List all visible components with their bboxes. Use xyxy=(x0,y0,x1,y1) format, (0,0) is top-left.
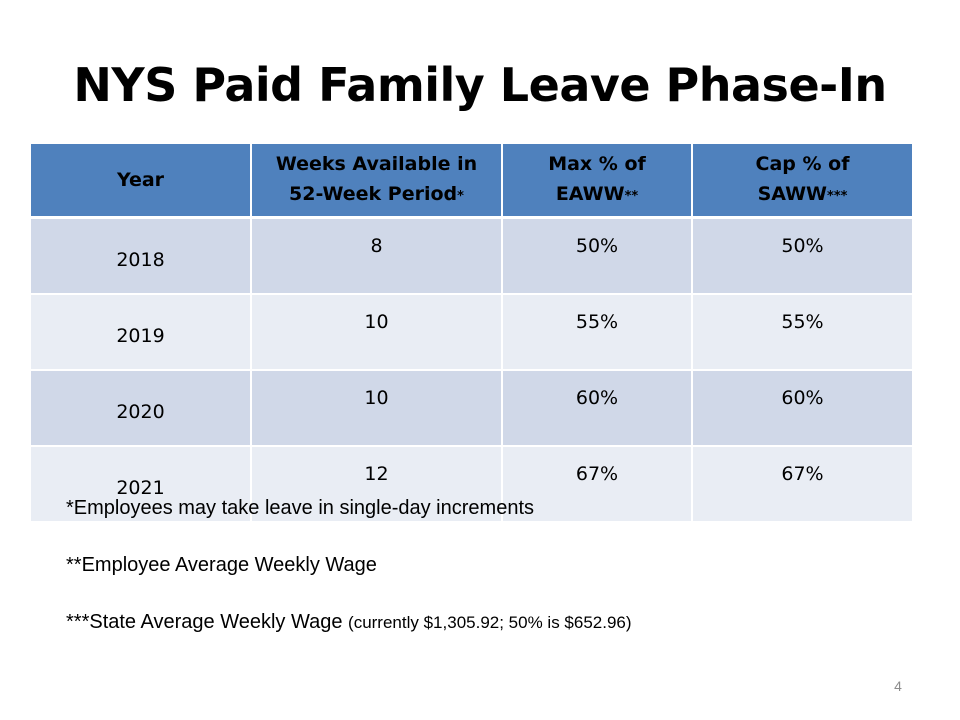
header-max-footnote-mark: ** xyxy=(624,188,639,204)
header-cap-footnote-mark: *** xyxy=(827,188,848,204)
header-cap-pct: Cap % of SAWW*** xyxy=(692,144,912,219)
table-row: 2018 8 50% 50% xyxy=(31,217,912,295)
phase-in-table: Year Weeks Available in 52-Week Period* M… xyxy=(31,144,912,523)
header-year: Year xyxy=(31,144,252,219)
footnote-triple-star: ***State Average Weekly Wage (currently … xyxy=(66,608,926,665)
cell-weeks: 10 xyxy=(251,294,503,371)
cell-max-pct: 67% xyxy=(502,446,693,523)
cell-max-pct: 55% xyxy=(502,294,693,371)
header-cap-line1: Cap % of xyxy=(755,152,850,175)
cell-max-pct: 50% xyxy=(502,217,693,295)
cell-weeks: 8 xyxy=(251,217,503,295)
footnotes: *Employees may take leave in single-day … xyxy=(66,494,926,665)
cell-cap-pct: 67% xyxy=(692,446,912,523)
footnote-double-star: **Employee Average Weekly Wage xyxy=(66,551,926,608)
slide-title: NYS Paid Family Leave Phase-In xyxy=(73,58,887,112)
footnote-text: *Employees may take leave in single-day … xyxy=(66,497,534,519)
cell-year: 2019 xyxy=(31,294,252,371)
header-max-line1: Max % of xyxy=(548,152,646,175)
header-max-pct: Max % of EAWW** xyxy=(502,144,693,219)
footnote-text: ***State Average Weekly Wage xyxy=(66,611,343,633)
header-cap-line2: SAWW xyxy=(757,182,828,205)
footnote-single-star: *Employees may take leave in single-day … xyxy=(66,494,926,551)
header-weeks-line2: 52-Week Period xyxy=(289,182,458,205)
cell-weeks: 10 xyxy=(251,370,503,447)
cell-year: 2020 xyxy=(31,370,252,447)
header-weeks-line1: Weeks Available in xyxy=(275,152,478,175)
cell-cap-pct: 55% xyxy=(692,294,912,371)
table-row: 2021 12 67% 67% xyxy=(31,446,912,523)
table-row: 2019 10 55% 55% xyxy=(31,294,912,371)
table-header-row: Year Weeks Available in 52-Week Period* M… xyxy=(31,144,912,219)
header-weeks-footnote-mark: * xyxy=(457,188,464,204)
cell-weeks: 12 xyxy=(251,446,503,523)
footnote-detail: (currently $1,305.92; 50% is $652.96) xyxy=(348,613,632,632)
cell-cap-pct: 60% xyxy=(692,370,912,447)
cell-max-pct: 60% xyxy=(502,370,693,447)
footnote-text: **Employee Average Weekly Wage xyxy=(66,554,377,576)
cell-year: 2021 xyxy=(31,446,252,523)
header-year-label: Year xyxy=(116,169,165,191)
table-row: 2020 10 60% 60% xyxy=(31,370,912,447)
page-number: 4 xyxy=(894,678,902,694)
header-weeks: Weeks Available in 52-Week Period* xyxy=(251,144,503,219)
cell-cap-pct: 50% xyxy=(692,217,912,295)
cell-year: 2018 xyxy=(31,217,252,295)
header-max-line2: EAWW xyxy=(555,182,625,205)
